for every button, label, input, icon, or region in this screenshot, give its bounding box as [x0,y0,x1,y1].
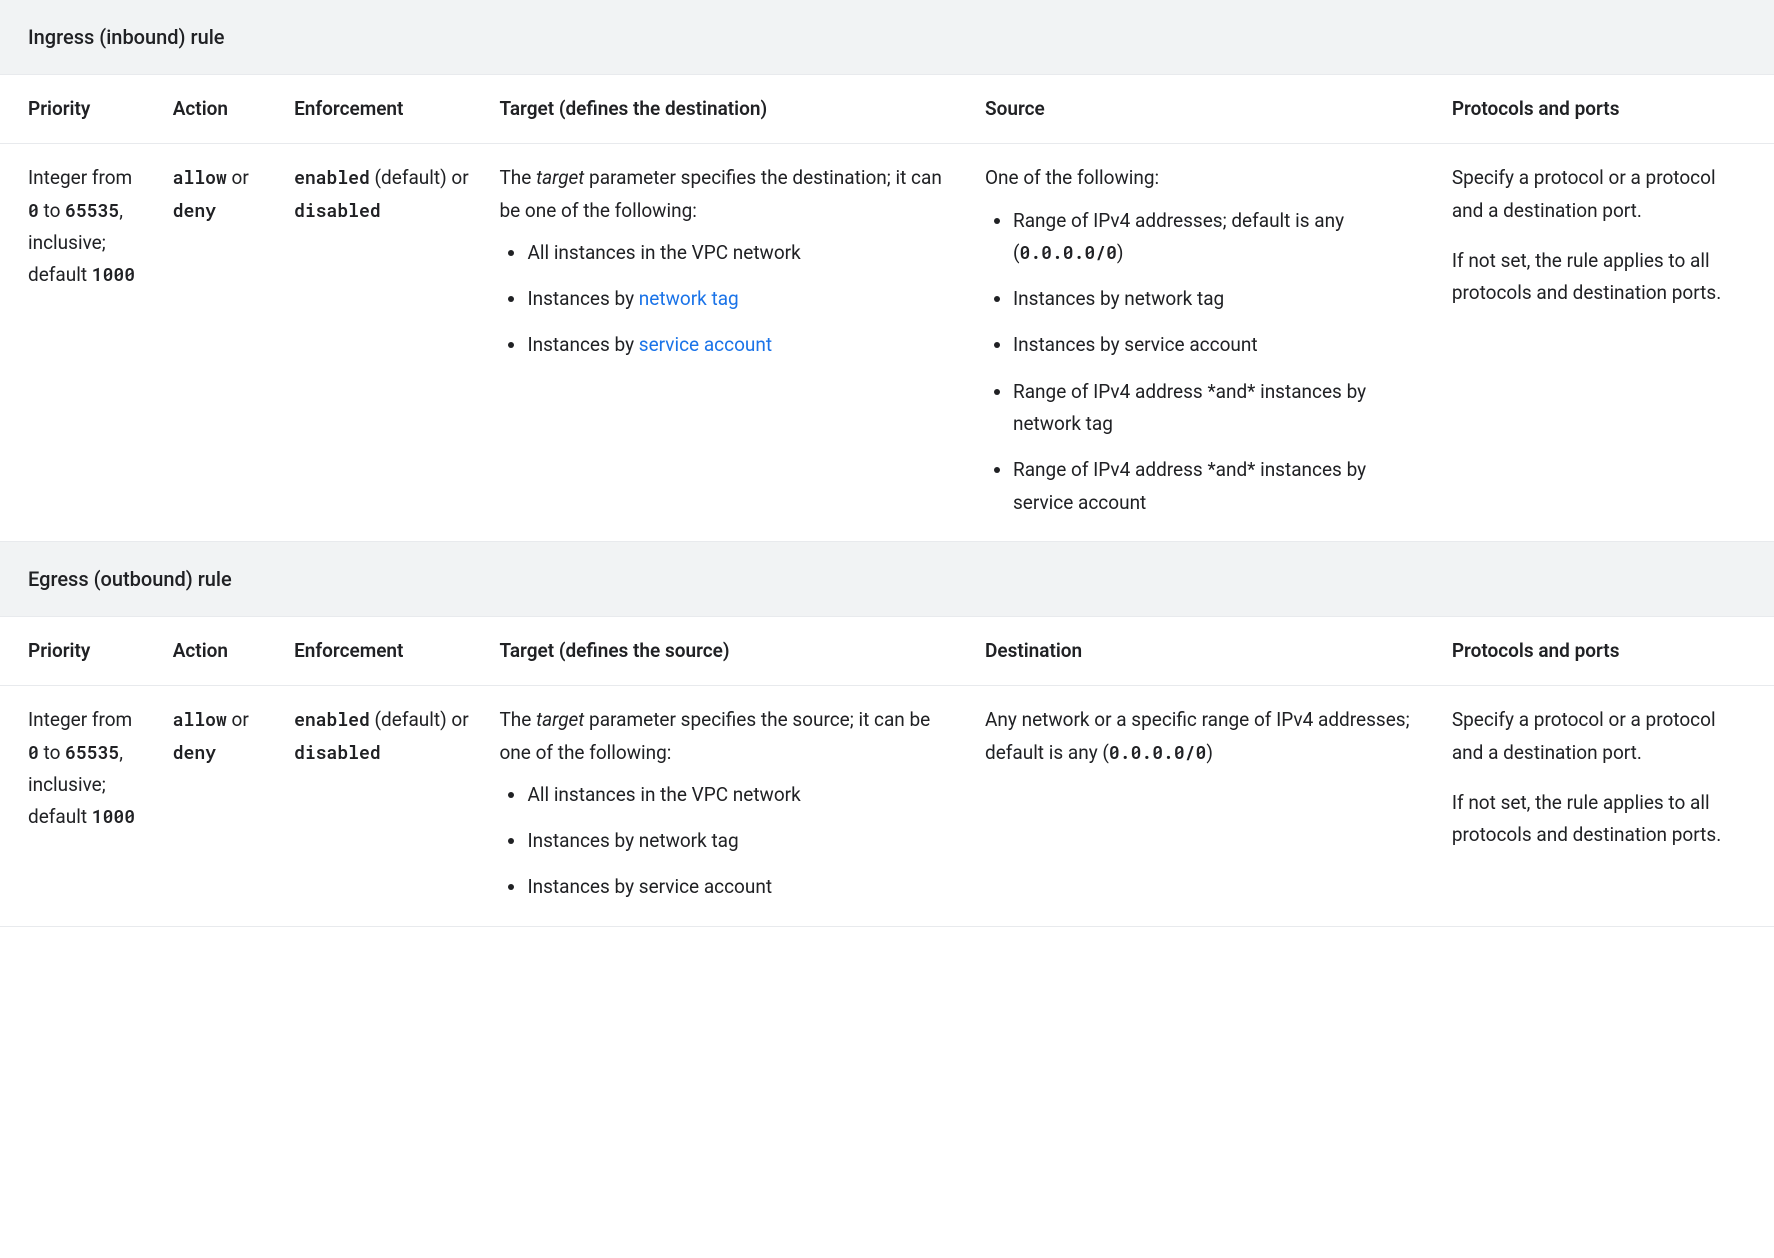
action-allow: allow [173,165,227,189]
target-em: target [536,708,584,731]
list-item: Instances by network tag [527,825,957,857]
egress-destination-cell: Any network or a specific range of IPv4 … [971,686,1438,926]
text: ) [1117,241,1124,264]
list-item: Instances by service account [1013,329,1424,361]
egress-header-action: Action [159,616,280,685]
cidr-any: 0.0.0.0/0 [1109,740,1206,764]
text: to [39,199,65,222]
egress-action-cell: allow or deny [159,686,280,926]
priority-default: 1000 [92,262,135,286]
ingress-target-cell: The target parameter specifies the desti… [485,144,971,542]
ingress-section-title-row: Ingress (inbound) rule [0,0,1774,75]
text: Integer from [28,708,132,731]
list-item: Range of IPv4 addresses; default is any … [1013,205,1424,270]
ingress-enforcement-cell: enabled (default) or disabled [280,144,485,542]
ingress-action-cell: allow or deny [159,144,280,542]
target-em: target [536,166,584,189]
egress-body-row: Integer from 0 to 65535, inclusive; defa… [0,686,1774,926]
text: Instances by [527,287,638,310]
priority-max: 65535 [65,198,119,222]
list-item: Instances by service account [527,871,957,903]
ingress-header-target: Target (defines the destination) [485,75,971,144]
ingress-header-priority: Priority [0,75,159,144]
text: ) [1206,741,1213,764]
egress-target-list: All instances in the VPC network Instanc… [499,779,957,904]
cidr-any: 0.0.0.0/0 [1020,240,1117,264]
egress-priority-cell: Integer from 0 to 65535, inclusive; defa… [0,686,159,926]
text: If not set, the rule applies to all prot… [1452,245,1746,310]
text: (default) or [370,166,469,189]
ingress-title: Ingress (inbound) rule [0,0,1774,75]
action-allow: allow [173,707,227,731]
text: If not set, the rule applies to all prot… [1452,787,1746,852]
ingress-body-row: Integer from 0 to 65535, inclusive; defa… [0,144,1774,542]
egress-header-destination: Destination [971,616,1438,685]
list-item: Instances by network tag [1013,283,1424,315]
egress-header-priority: Priority [0,616,159,685]
text: The [499,166,536,189]
egress-header-target: Target (defines the source) [485,616,971,685]
enforcement-disabled: disabled [294,198,381,222]
enforcement-enabled: enabled [294,707,370,731]
enforcement-disabled: disabled [294,740,381,764]
ingress-header-action: Action [159,75,280,144]
action-deny: deny [173,198,216,222]
action-deny: deny [173,740,216,764]
egress-header-protocols: Protocols and ports [1438,616,1774,685]
egress-title: Egress (outbound) rule [0,541,1774,616]
network-tag-link[interactable]: network tag [639,287,739,310]
list-item: Instances by network tag [527,283,957,315]
priority-min: 0 [28,198,39,222]
text: Instances by [527,333,638,356]
text: Specify a protocol or a protocol and a d… [1452,162,1746,227]
priority-min: 0 [28,740,39,764]
text: (default) or [370,708,469,731]
list-item: All instances in the VPC network [527,779,957,811]
egress-target-cell: The target parameter specifies the sourc… [485,686,971,926]
egress-protocols-cell: Specify a protocol or a protocol and a d… [1438,686,1774,926]
list-item: Instances by service account [527,329,957,361]
text: The [499,708,536,731]
ingress-header-protocols: Protocols and ports [1438,75,1774,144]
text: or [227,166,249,189]
text: Integer from [28,166,132,189]
egress-section-title-row: Egress (outbound) rule [0,541,1774,616]
ingress-protocols-cell: Specify a protocol or a protocol and a d… [1438,144,1774,542]
list-item: All instances in the VPC network [527,237,957,269]
egress-header-enforcement: Enforcement [280,616,485,685]
egress-enforcement-cell: enabled (default) or disabled [280,686,485,926]
enforcement-enabled: enabled [294,165,370,189]
list-item: Range of IPv4 address *and* instances by… [1013,454,1424,519]
ingress-source-list: Range of IPv4 addresses; default is any … [985,205,1424,519]
text: Specify a protocol or a protocol and a d… [1452,704,1746,769]
ingress-header-row: Priority Action Enforcement Target (defi… [0,75,1774,144]
text: to [39,741,65,764]
service-account-link[interactable]: service account [639,333,772,356]
text: One of the following: [985,166,1159,189]
ingress-priority-cell: Integer from 0 to 65535, inclusive; defa… [0,144,159,542]
priority-default: 1000 [92,804,135,828]
ingress-header-source: Source [971,75,1438,144]
priority-max: 65535 [65,740,119,764]
egress-header-row: Priority Action Enforcement Target (defi… [0,616,1774,685]
list-item: Range of IPv4 address *and* instances by… [1013,376,1424,441]
text: or [227,708,249,731]
ingress-header-enforcement: Enforcement [280,75,485,144]
ingress-source-cell: One of the following: Range of IPv4 addr… [971,144,1438,542]
firewall-rules-table: Ingress (inbound) rule Priority Action E… [0,0,1774,927]
ingress-target-list: All instances in the VPC network Instanc… [499,237,957,362]
